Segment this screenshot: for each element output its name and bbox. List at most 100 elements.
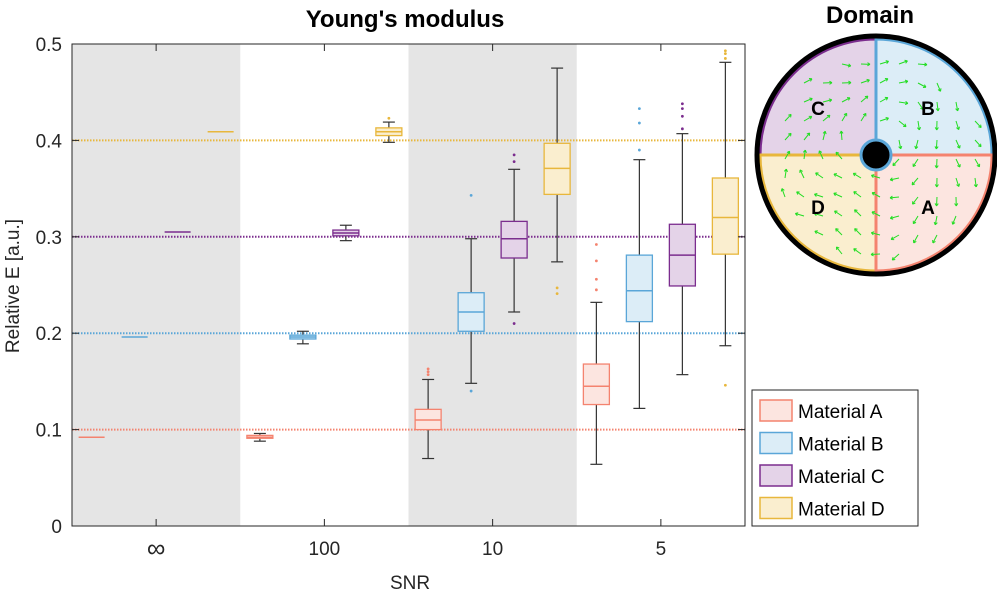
vector-arrowhead (854, 228, 858, 232)
series-material-d (207, 49, 740, 387)
domain-region-d (758, 153, 878, 273)
vector-arrowhead (862, 112, 867, 117)
vector-arrow (879, 117, 889, 122)
vector-arrow (814, 230, 824, 236)
vector-arrowhead (833, 173, 838, 177)
vector-arrow (974, 139, 982, 148)
vector-arrowhead (889, 195, 893, 200)
outlier-point (723, 383, 727, 387)
vector-arrowhead (884, 96, 889, 101)
outlier-point (637, 121, 641, 125)
box (543, 67, 571, 296)
vector-arrow (854, 209, 862, 217)
vector-arrow (917, 63, 928, 66)
vector-arrowhead (935, 108, 940, 112)
vector-arrow (814, 193, 824, 198)
domain-diagram: Domain C B D A (754, 2, 997, 277)
vector-arrow (935, 139, 938, 150)
vector-arrowhead (937, 88, 942, 92)
vector-arrow (889, 196, 900, 199)
vector-arrow (841, 113, 848, 122)
x-axis-label: SNR (390, 573, 430, 594)
vector-arrowhead (847, 63, 852, 68)
vector-arrowhead (826, 114, 831, 119)
outlier-point (723, 49, 727, 53)
legend: Material A Material B Material C Material D (751, 389, 919, 527)
box (414, 367, 442, 460)
vector-arrow (860, 79, 870, 84)
vector-arrowhead (904, 101, 909, 106)
outlier-point (426, 370, 430, 374)
y-axis-label: Relative E [a.u.] (3, 219, 24, 353)
vector-arrow (836, 246, 843, 255)
vector-arrowhead (934, 127, 939, 131)
vector-arrow (841, 97, 851, 103)
vector-arrowhead (867, 62, 871, 67)
vector-arrowhead (889, 215, 894, 220)
vector-arrowhead (864, 95, 869, 100)
vector-arrowhead (809, 97, 813, 102)
vector-arrow (784, 150, 790, 160)
vector-arrowhead (835, 151, 840, 156)
domain-outer-ring (754, 33, 997, 277)
outlier-point (512, 153, 516, 157)
vector-arrow (936, 82, 941, 92)
box (582, 243, 611, 465)
vector-arrowhead (934, 146, 939, 150)
outlier-point (680, 102, 684, 106)
vector-arrowhead (822, 130, 827, 135)
vector-arrow (955, 158, 961, 168)
vector-arrow (853, 191, 862, 198)
vector-arrowhead (828, 98, 833, 103)
vector-arrowhead (955, 107, 960, 112)
vector-arrow (803, 116, 813, 122)
box (668, 102, 697, 376)
vector-arrow (803, 78, 813, 84)
vector-arrow (822, 99, 832, 103)
vector-arrowhead (956, 183, 961, 187)
vector-arrowhead (835, 228, 839, 232)
axes (71, 43, 746, 527)
vector-arrow (891, 253, 900, 261)
vector-arrow (870, 253, 881, 256)
vector-arrowhead (884, 77, 889, 82)
vector-arrow (784, 169, 787, 179)
domain-region-c (758, 37, 878, 157)
box (289, 330, 317, 345)
vector-arrow (803, 150, 806, 160)
domain-region-a (874, 153, 994, 273)
y-tick-label: 0.3 (36, 228, 62, 249)
vector-arrow (803, 98, 813, 103)
vector-arrowhead (796, 191, 800, 195)
vector-arrow (890, 234, 900, 240)
outlier-point (594, 243, 598, 246)
vector-arrowhead (783, 168, 788, 173)
vector-arrow (833, 192, 843, 198)
vector-arrow (898, 120, 907, 127)
vector-arrow (799, 169, 805, 179)
outlier-point (512, 160, 516, 164)
series-material-c (164, 102, 697, 376)
vector-arrow (840, 130, 843, 141)
vector-arrowhead (898, 145, 903, 150)
vector-arrowhead (903, 123, 907, 128)
vector-arrowhead (870, 231, 875, 236)
vector-arrowhead (814, 193, 818, 197)
vector-arrowhead (912, 201, 916, 205)
vector-arrowhead (891, 256, 896, 261)
vector-arrowhead (934, 184, 939, 188)
outlier-point (637, 148, 641, 152)
vector-arrow (912, 196, 919, 205)
vector-arrow (795, 213, 805, 217)
legend-label: Material B (798, 435, 884, 456)
legend-label: Material C (798, 467, 885, 488)
reference-lines (72, 139, 745, 431)
vector-arrow (833, 173, 843, 179)
vector-arrowhead (956, 145, 961, 149)
vector-arrowhead (973, 183, 978, 188)
vector-arrow (936, 101, 939, 111)
vector-arrowhead (853, 191, 857, 195)
vector-arrowhead (889, 177, 894, 182)
vector-arrowhead (885, 60, 889, 64)
